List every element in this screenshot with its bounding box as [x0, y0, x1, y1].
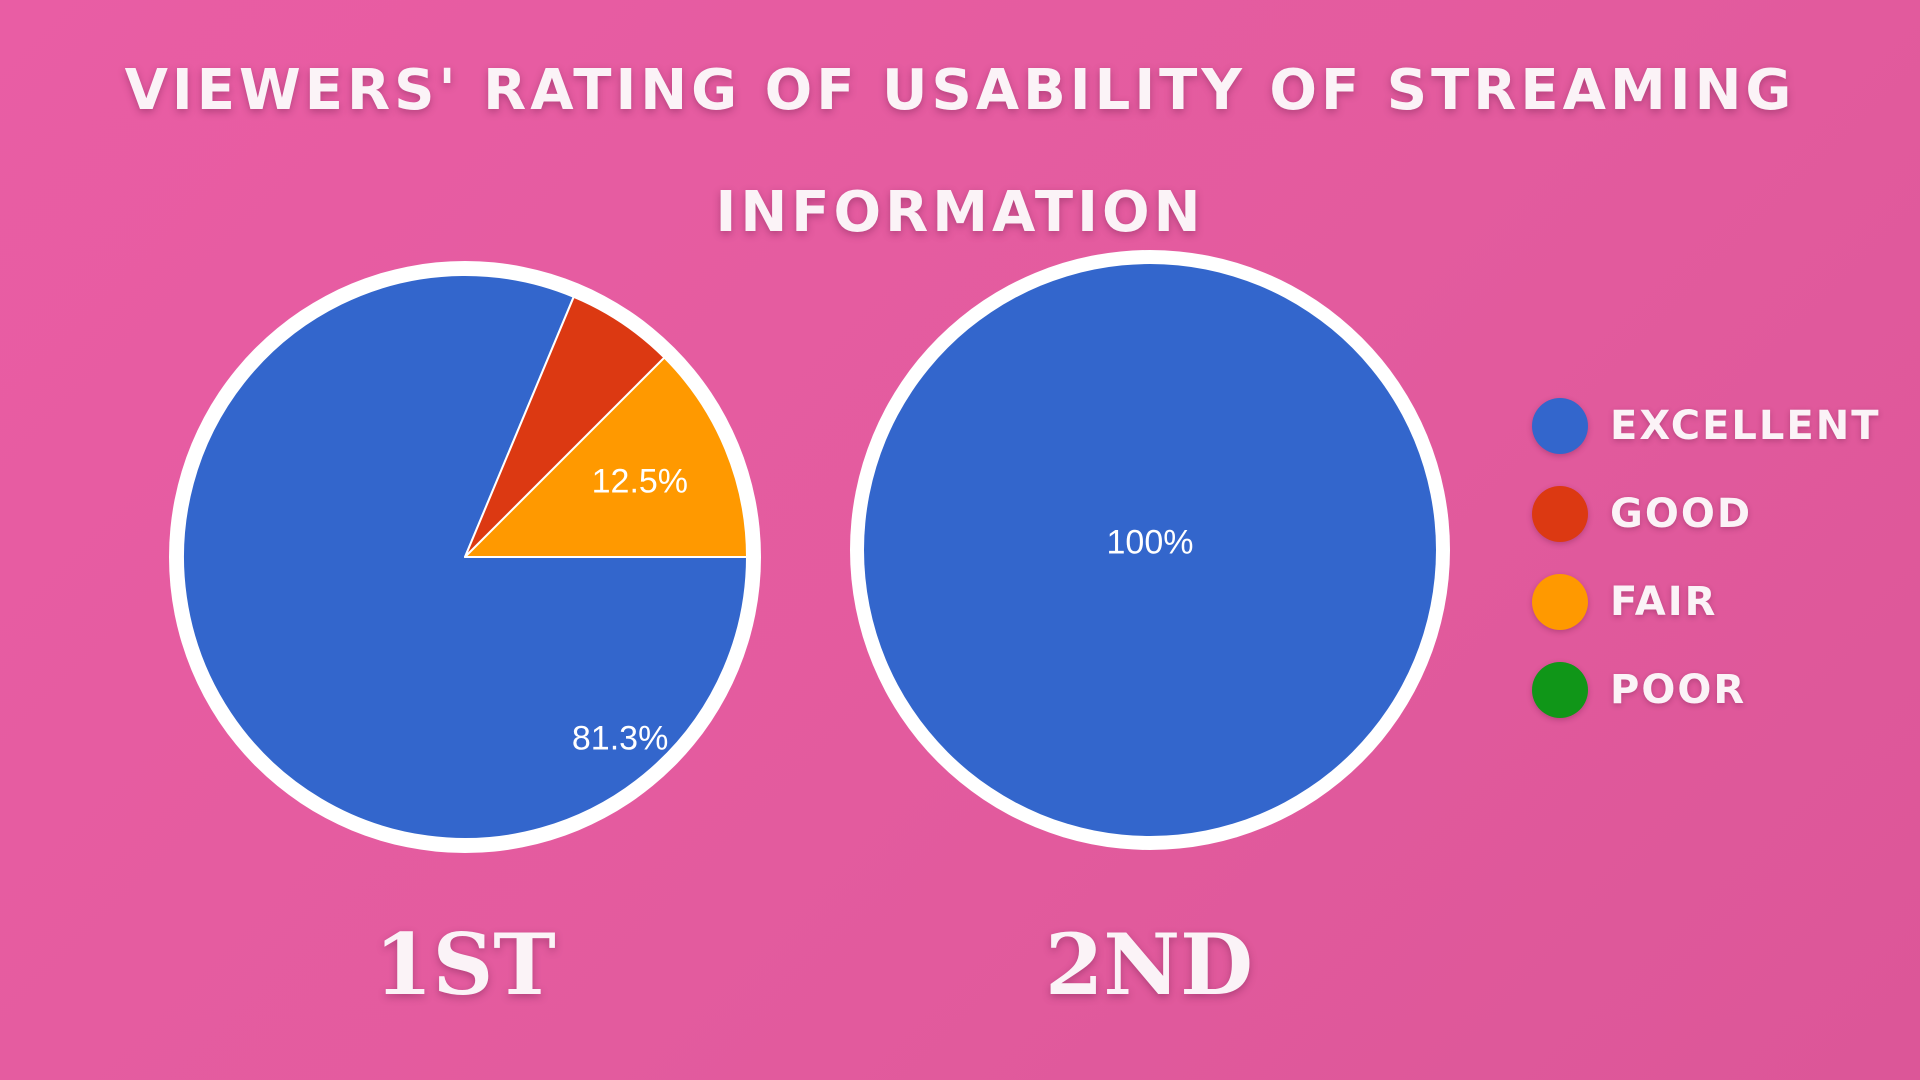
pie-data-label-fair: 12.5%	[592, 463, 688, 501]
legend-dot-icon	[1532, 662, 1588, 718]
pie-slice-excellent	[864, 264, 1436, 836]
pie-caption-2nd: 2ND	[1044, 915, 1254, 1014]
pie-chart-2nd: 100%	[850, 250, 1450, 850]
legend-item-excellent: EXCELLENT	[1532, 398, 1880, 454]
legend: EXCELLENT GOOD FAIR POOR	[1532, 398, 1880, 750]
legend-label: GOOD	[1610, 491, 1753, 537]
legend-label: EXCELLENT	[1610, 403, 1881, 449]
legend-label: POOR	[1610, 667, 1747, 713]
pie-slice-fair	[464, 356, 748, 558]
legend-dot-icon	[1532, 574, 1588, 630]
chart-title: VIEWERS' RATING OF USABILITY OF STREAMIN…	[124, 58, 1796, 245]
legend-item-fair: FAIR	[1532, 574, 1880, 630]
legend-item-poor: POOR	[1532, 662, 1880, 718]
pie-data-label-excellent: 100%	[1107, 523, 1194, 561]
pie-data-label-excellent: 81.3%	[572, 719, 668, 757]
legend-dot-icon	[1532, 486, 1588, 542]
legend-item-good: GOOD	[1532, 486, 1880, 542]
pie-caption-1st: 1ST	[374, 915, 556, 1014]
legend-label: FAIR	[1610, 579, 1718, 625]
legend-dot-icon	[1532, 398, 1588, 454]
pie-slice-excellent	[182, 273, 748, 840]
pie-chart-1st: 81.3% 12.5%	[169, 261, 761, 853]
